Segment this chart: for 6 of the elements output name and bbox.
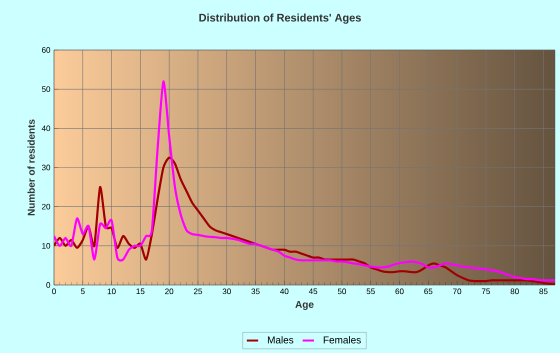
chart-title: Distribution of Residents' Ages xyxy=(199,14,361,24)
line-series xyxy=(54,80,556,282)
x-axis-title: Age xyxy=(295,301,314,310)
legend-label: Females xyxy=(324,336,361,344)
y-axis-title: Number of residents xyxy=(27,119,35,216)
legend-label: Males xyxy=(268,336,294,344)
